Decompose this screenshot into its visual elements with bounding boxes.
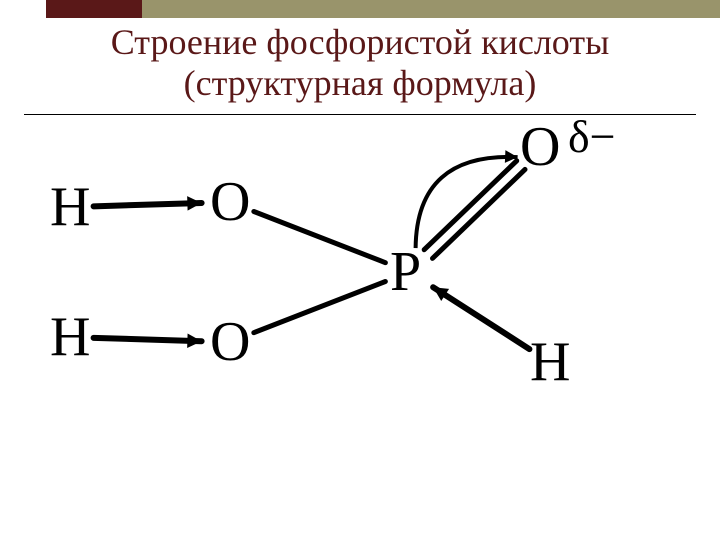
atom-H3: H	[530, 331, 570, 393]
atom-H2: H	[50, 306, 90, 368]
header-bar-light	[142, 0, 720, 18]
header-bar	[46, 0, 720, 18]
structural-formula: H H O O P O Hδ−	[20, 120, 660, 500]
atom-H1: H	[50, 176, 90, 238]
title-block: Строение фосфористой кислоты (структурна…	[0, 22, 720, 105]
diagram-svg: H H O O P O Hδ−	[20, 120, 660, 500]
atom-charge: δ−	[568, 120, 616, 162]
title-line-1: Строение фосфористой кислоты	[0, 22, 720, 63]
atom-O2: O	[210, 311, 250, 373]
divider	[24, 114, 696, 115]
title-line-2: (структурная формула)	[0, 63, 720, 104]
atom-O3: O	[520, 120, 560, 178]
atom-O1: O	[210, 171, 250, 233]
header-bar-dark	[46, 0, 142, 18]
atom-P: P	[390, 241, 421, 303]
